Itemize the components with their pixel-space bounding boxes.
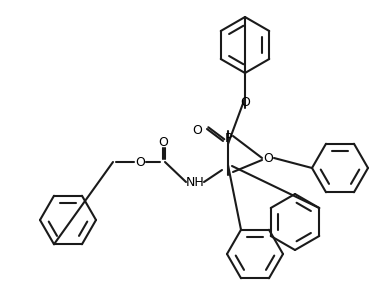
Text: P: P bbox=[224, 132, 232, 145]
Text: NH: NH bbox=[186, 175, 204, 189]
Text: O: O bbox=[192, 124, 202, 137]
Text: O: O bbox=[135, 156, 145, 168]
Text: O: O bbox=[263, 151, 273, 164]
Text: O: O bbox=[158, 137, 168, 149]
Text: O: O bbox=[240, 96, 250, 109]
